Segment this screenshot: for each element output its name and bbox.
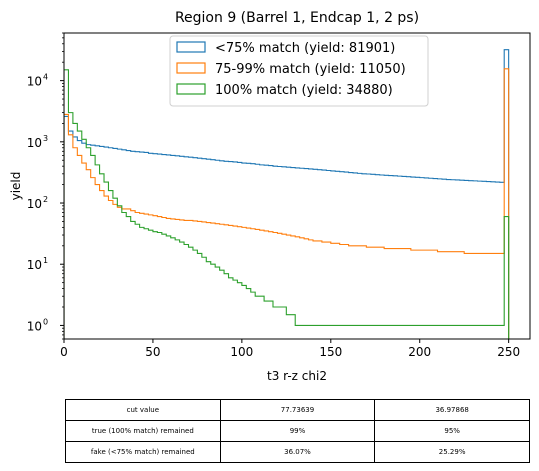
y-axis-label: yield [9, 172, 23, 201]
x-tick-label: 100 [230, 345, 253, 359]
legend-swatch-1 [176, 62, 206, 74]
y-tick-label: 10 [27, 319, 42, 333]
x-axis-label: t3 r-z chi2 [267, 369, 327, 383]
series-layer [64, 49, 510, 339]
series-2-histogram [64, 69, 510, 339]
table-row: cut value 77.73639 36.97868 [65, 399, 530, 421]
series-0-histogram [64, 49, 510, 339]
legend-label-1: 75-99% match (yield: 11050) [215, 62, 406, 77]
table-cell: 95% [374, 420, 530, 442]
x-tick-label: 200 [408, 345, 431, 359]
legend-swatch-0 [176, 41, 206, 53]
chart-title: Region 9 (Barrel 1, Endcap 1, 2 ps) [175, 10, 419, 26]
table-row-label: true (100% match) remained [65, 420, 221, 442]
x-tick-label: 50 [145, 345, 160, 359]
table-row-label: cut value [65, 399, 221, 421]
x-axis: 0 50 100 150 200 250 [60, 339, 520, 359]
y-tick-exponent: 0 [43, 317, 48, 326]
legend: <75% match (yield: 81901) 75-99% match (y… [169, 35, 429, 107]
y-tick-exponent: 1 [43, 256, 48, 265]
table-cell: 25.29% [374, 441, 530, 463]
y-tick-exponent: 2 [43, 195, 48, 204]
table-cell: 99% [219, 420, 376, 442]
table-cell: 36.07% [219, 441, 376, 463]
x-tick-label: 0 [60, 345, 68, 359]
table-row: true (100% match) remained 99% 95% [65, 420, 530, 442]
cut-summary-table: cut value 77.73639 36.97868 true (100% matc… [65, 399, 530, 463]
series-1-histogram [64, 68, 510, 339]
legend-swatch-2 [176, 83, 206, 95]
table-row-label: fake (<75% match) remained [65, 441, 221, 463]
y-tick-label: 10 [27, 136, 42, 150]
legend-label-2: 100% match (yield: 34880) [215, 83, 393, 98]
x-tick-label: 150 [319, 345, 342, 359]
y-tick-label: 10 [27, 197, 42, 211]
y-tick-exponent: 3 [43, 134, 48, 143]
legend-box [169, 35, 429, 107]
x-tick-label: 250 [497, 345, 520, 359]
table-cell: 36.97868 [374, 399, 530, 421]
y-tick-exponent: 4 [43, 73, 48, 82]
table-cell: 77.73639 [219, 399, 376, 421]
y-tick-label: 10 [27, 258, 42, 272]
plot-frame [63, 32, 531, 340]
legend-label-0: <75% match (yield: 81901) [215, 41, 395, 56]
y-tick-label: 10 [27, 75, 42, 89]
table-row: fake (<75% match) remained 36.07% 25.29% [65, 441, 530, 463]
